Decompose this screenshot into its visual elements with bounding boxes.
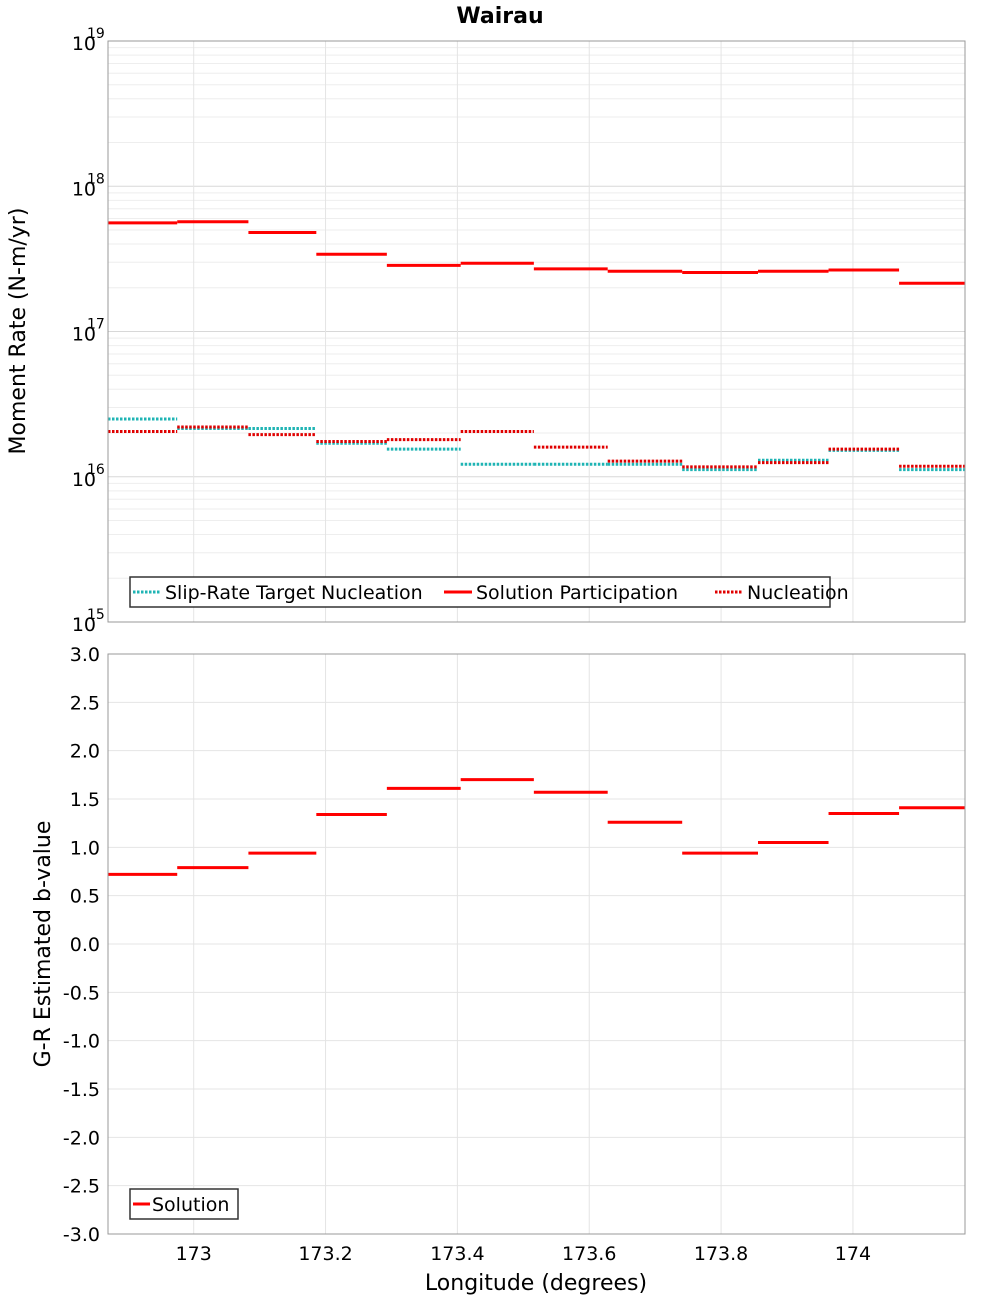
y-tick-label: -1.0 xyxy=(63,1031,100,1053)
y-tick-label: 10 xyxy=(72,178,96,200)
y-tick-label: -2.0 xyxy=(63,1127,100,1149)
x-tick-label: 173.6 xyxy=(562,1243,616,1265)
y-tick-label: 0.5 xyxy=(70,886,100,908)
x-tick-label: 173.8 xyxy=(694,1243,748,1265)
y-tick-label: 1.5 xyxy=(70,789,100,811)
y-tick-exponent: 16 xyxy=(87,462,105,478)
y-tick-label: 10 xyxy=(72,614,96,636)
legend: Solution xyxy=(129,1188,239,1220)
b-value-panel: -3.0 -2.5 -2.0 -1.5 -1.0 -0.5 0.0 0.5 1.0 1.5 2.0 2… xyxy=(63,644,966,1265)
legend-box xyxy=(129,576,831,608)
legend-label: Solution xyxy=(152,1194,229,1216)
legend: Slip-Rate Target Nucleation Solution Part… xyxy=(129,576,849,608)
legend-label: Slip-Rate Target Nucleation xyxy=(165,582,423,604)
y-tick-label: -2.5 xyxy=(63,1176,100,1198)
x-tick-label: 173.4 xyxy=(430,1243,484,1265)
y-tick-label: 10 xyxy=(72,33,96,55)
y-tick-label: 1.0 xyxy=(70,837,100,859)
y-tick-exponent: 19 xyxy=(87,26,105,42)
y-tick-label: 3.0 xyxy=(70,644,100,666)
plot-frame xyxy=(107,653,966,1235)
legend-label: Solution Participation xyxy=(476,582,678,604)
plot-frame xyxy=(107,40,966,623)
x-tick-label: 174 xyxy=(835,1243,871,1265)
y-tick-exponent: 18 xyxy=(87,171,105,187)
y-tick-label: -0.5 xyxy=(63,982,100,1004)
y-tick-label: -3.0 xyxy=(63,1224,100,1246)
y-tick-label: -1.5 xyxy=(63,1079,100,1101)
chart-title: Wairau xyxy=(456,4,543,29)
x-tick-label: 173.2 xyxy=(298,1243,352,1265)
y-tick-label: 2.5 xyxy=(70,692,100,714)
b-value-axis-label: G-R Estimated b-value xyxy=(31,821,56,1068)
y-tick-exponent: 17 xyxy=(87,317,105,333)
legend-box xyxy=(129,1188,239,1220)
x-tick-label: 173 xyxy=(176,1243,212,1265)
y-tick-exponent: 15 xyxy=(87,607,105,623)
y-tick-label: 10 xyxy=(72,469,96,491)
y-tick-label: 0.0 xyxy=(70,934,100,956)
longitude-axis-label: Longitude (degrees) xyxy=(425,1271,647,1296)
moment-rate-axis-label: Moment Rate (N-m/yr) xyxy=(6,208,31,455)
y-tick-label: 2.0 xyxy=(70,741,100,763)
y-tick-label: 10 xyxy=(72,324,96,346)
legend-label: Nucleation xyxy=(747,582,849,604)
